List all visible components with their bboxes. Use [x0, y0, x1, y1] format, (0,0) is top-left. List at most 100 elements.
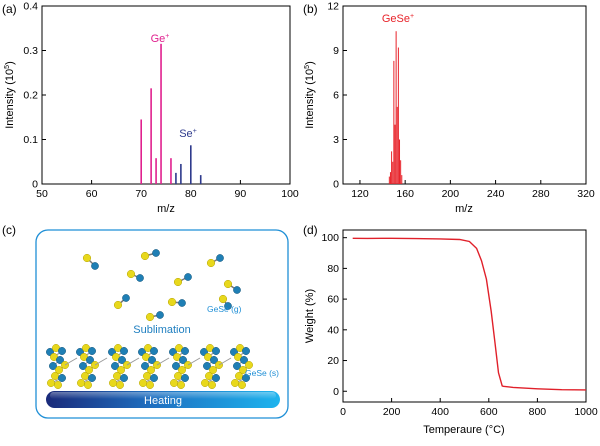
- se-atom: [143, 372, 151, 380]
- chart-a: 50 60 70 80 90 100 0 0.1 0.2 0.3 0.4 m/z Intensity…: [4, 1, 299, 216]
- solid-cluster: [138, 344, 161, 389]
- heating-label: Heating: [144, 395, 182, 407]
- chart-b-bar: [389, 172, 391, 184]
- se-atom: [177, 381, 185, 389]
- pb-x-tick-label: 200: [442, 188, 460, 200]
- ge-atom: [178, 299, 186, 307]
- interlayer-bond: [218, 357, 232, 366]
- se-atom: [55, 366, 63, 374]
- se-atom: [113, 372, 121, 380]
- pd-x-tick-label: 0: [340, 406, 346, 418]
- chart-b-bar: [394, 124, 396, 184]
- pb-y-tick-label: 9: [333, 45, 339, 57]
- gese-molecule: [82, 253, 99, 270]
- pd-x-tick-label: 800: [529, 406, 547, 418]
- chart-b-bar: [396, 106, 398, 184]
- chart-d-frame: [342, 229, 587, 403]
- pd-x-tick-label: 200: [383, 406, 401, 418]
- se-atom: [113, 300, 123, 310]
- chart-b-bar: [391, 151, 393, 184]
- gas-phase-label: GeSe (g): [207, 304, 242, 314]
- se-atom: [178, 366, 186, 374]
- chart-a-se-label: Se+: [179, 128, 197, 140]
- pa-x-tick-label: 80: [185, 188, 197, 200]
- ge-atom: [212, 347, 220, 355]
- gese-molecule: [145, 311, 164, 322]
- ge-atom: [88, 374, 96, 382]
- chart-a-bar-ge: [170, 158, 172, 184]
- ge-atom: [242, 347, 250, 355]
- interlayer-bond: [126, 357, 140, 366]
- ge-atom: [136, 274, 144, 282]
- pb-x-tick-label: 160: [396, 188, 414, 200]
- pa-y-tick-label: 0.1: [23, 134, 38, 146]
- ge-atom: [212, 374, 220, 382]
- pd-x-tick-label: 400: [431, 406, 449, 418]
- gese-molecule: [167, 297, 186, 307]
- chart-b-bar: [397, 47, 399, 185]
- chart-d-tga-curve: [352, 237, 587, 391]
- solid-phase-layers: [46, 344, 253, 389]
- pa-y-tick-label: 0.4: [23, 1, 38, 13]
- se-atom: [223, 279, 233, 289]
- sublimation-label: Sublimation: [133, 324, 190, 336]
- gese-molecule: [126, 269, 144, 282]
- ge-atom: [141, 362, 149, 370]
- ge-atom: [216, 254, 224, 262]
- se-atom: [54, 381, 62, 389]
- gese-molecule: [113, 294, 130, 310]
- ge-atom: [86, 356, 94, 364]
- pb-x-tick-label: 320: [577, 188, 595, 200]
- ge-atom: [49, 362, 57, 370]
- ge-atom: [58, 347, 66, 355]
- pb-x-tick-label: 240: [487, 188, 505, 200]
- se-atom: [173, 277, 183, 287]
- pa-x-tick-label: 50: [36, 188, 48, 200]
- chart-b-x-axis-label: m/z: [455, 203, 473, 215]
- se-atom: [235, 372, 243, 380]
- se-atom: [206, 258, 216, 268]
- chart-b-bar: [388, 176, 390, 184]
- chart-a-bar-ge: [140, 119, 142, 184]
- pb-y-tick-label: 0: [333, 179, 339, 191]
- interlayer-bond: [187, 357, 201, 366]
- ge-atom: [242, 374, 250, 382]
- solid-cluster: [230, 344, 253, 389]
- se-atom: [47, 379, 55, 387]
- gese-molecule: [218, 294, 232, 310]
- se-atom: [77, 379, 85, 387]
- ge-atom: [88, 347, 96, 355]
- pa-y-tick-label: 0: [32, 179, 38, 191]
- ge-atom: [120, 347, 128, 355]
- chart-a-bar-ge: [155, 158, 157, 184]
- chart-d: 0 200 400 600 800 1000 0 20 40 60 80 100 Temperaure…: [304, 229, 598, 436]
- chart-d-x-axis-label: Temperaure (°C): [423, 424, 504, 436]
- se-atom: [109, 379, 117, 387]
- pb-y-tick-label: 12: [327, 1, 339, 13]
- ge-atom: [210, 356, 218, 364]
- se-atom: [84, 381, 92, 389]
- ge-atom: [120, 374, 128, 382]
- se-atom: [85, 366, 93, 374]
- se-atom: [170, 379, 178, 387]
- heating-bar-highlight: [50, 392, 276, 399]
- ge-atom: [152, 249, 160, 257]
- se-atom: [51, 372, 59, 380]
- chart-b-bar: [395, 31, 397, 184]
- panel-label-b: (b): [303, 2, 318, 16]
- se-atom: [239, 366, 247, 374]
- pd-y-tick-label: 20: [327, 355, 339, 367]
- ge-atom: [118, 356, 126, 364]
- chart-b-bar: [393, 60, 395, 185]
- ge-atom: [224, 302, 232, 310]
- ge-atom: [156, 311, 164, 319]
- ge-atom: [172, 362, 180, 370]
- sublimation-schematic: GeSe (g) Sublimation GeSe (s) Heating: [35, 229, 289, 419]
- solid-cluster: [108, 344, 131, 389]
- panel-label-d: (d): [303, 223, 318, 237]
- se-atom: [145, 312, 155, 322]
- chart-b-bar: [400, 160, 402, 184]
- se-atom: [126, 269, 136, 279]
- pa-x-tick-label: 90: [235, 188, 247, 200]
- ge-atom: [111, 362, 119, 370]
